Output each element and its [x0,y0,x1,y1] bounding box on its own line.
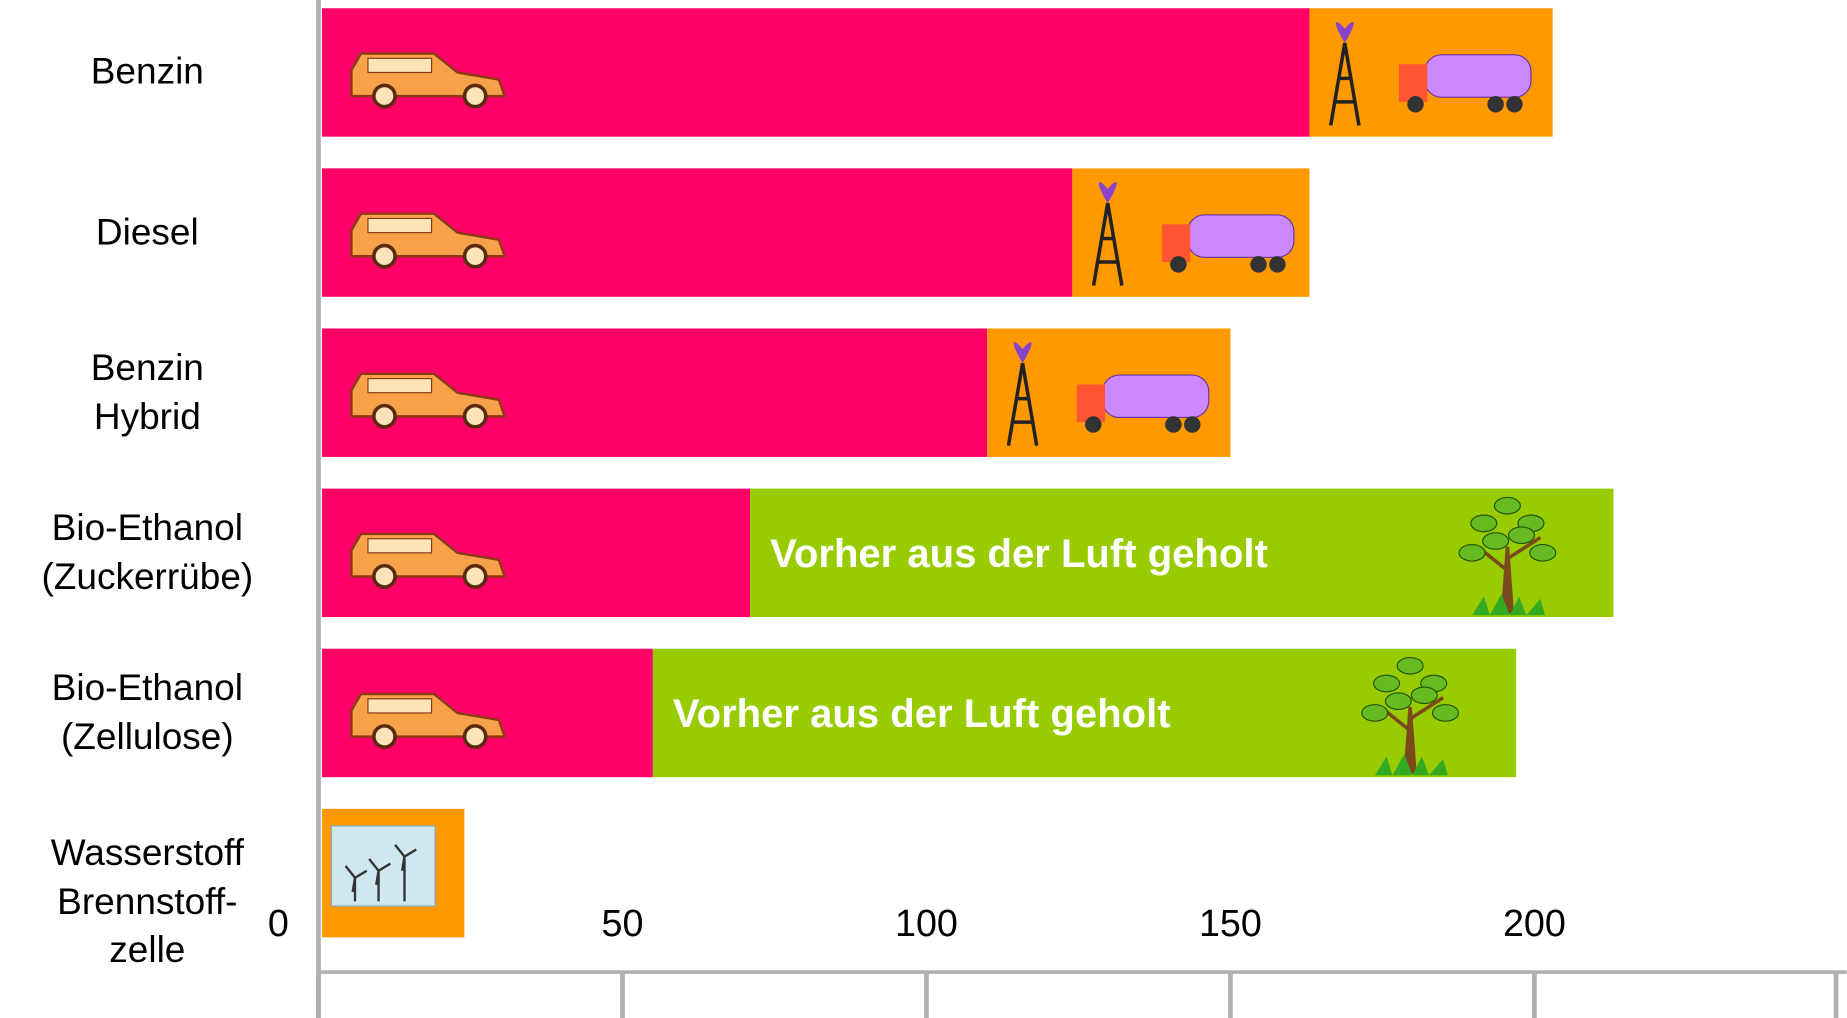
leaf [1494,497,1520,513]
bar-label: Vorher aus der Luft geholt [673,692,1171,736]
leaf [1385,693,1411,709]
x-tick-label: 50 [601,902,643,944]
truck-wheel [1506,96,1522,112]
leaf [1397,658,1423,674]
truck-tank [1188,215,1294,257]
truck-cab [1162,224,1190,262]
leaf [1459,545,1485,561]
leaf [1374,675,1400,691]
car-wheel [374,406,395,427]
category-label: Bio-Ethanol (Zuckerrübe) [2,504,292,602]
bar-label: Vorher aus der Luft geholt [770,532,1268,576]
category-label: Bio-Ethanol (Zellulose) [2,664,292,762]
car-wheel [465,246,486,267]
leaf [1411,687,1437,703]
truck-tank [1425,55,1531,97]
truck-wheel [1407,96,1423,112]
bar-segment [322,8,1309,136]
car-wheel [374,85,395,106]
car-window [368,58,432,72]
category-label: Benzin [2,48,292,97]
truck-wheel [1250,256,1266,272]
truck-wheel [1170,256,1186,272]
leaf [1530,545,1556,561]
car-window [368,539,432,553]
category-label: Benzin Hybrid [2,344,292,442]
car-wheel [465,726,486,747]
car-wheel [465,406,486,427]
truck-wheel [1269,256,1285,272]
x-tick-label: 200 [1503,902,1566,944]
car-wheel [465,85,486,106]
car-window [368,699,432,713]
car-wheel [374,566,395,587]
page: 050100150200Vorher aus der Luft geholtVo… [0,0,1847,1018]
leaf [1471,515,1497,531]
car-wheel [374,246,395,267]
truck-tank [1103,375,1209,417]
leaf [1483,533,1509,549]
truck-wheel [1487,96,1503,112]
car-window [368,379,432,393]
truck-cab [1399,64,1427,102]
wind-icon [331,826,435,906]
truck-cab [1077,384,1105,422]
truck-wheel [1165,416,1181,432]
x-tick-label: 150 [1199,902,1262,944]
car-wheel [374,726,395,747]
leaf [1509,527,1535,543]
truck-wheel [1184,416,1200,432]
truck-wheel [1085,416,1101,432]
category-label: Wasserstoff Brennstoff- zelle [2,828,292,974]
leaf [1362,705,1388,721]
car-window [368,218,432,232]
leaf [1433,705,1459,721]
x-tick-label: 100 [895,902,958,944]
car-wheel [465,566,486,587]
category-label: Diesel [2,208,292,257]
